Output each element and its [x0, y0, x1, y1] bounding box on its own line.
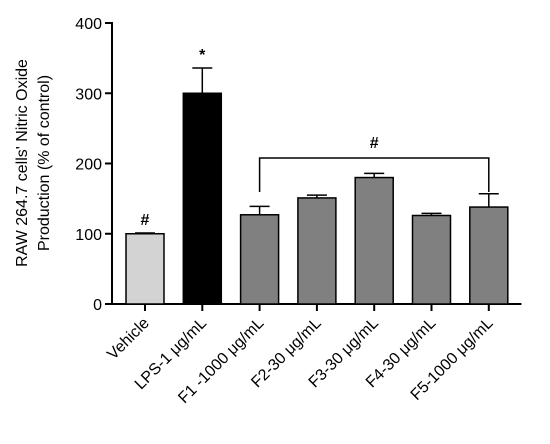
y-axis-title-line: RAW 264.7 cells' Nitric Oxide	[14, 59, 31, 267]
bars	[125, 67, 509, 305]
bar	[182, 92, 223, 305]
y-tick-label: 100	[75, 227, 102, 244]
x-tick-label: Vehicle	[104, 315, 153, 364]
y-tick-label: 200	[75, 157, 102, 174]
significance-bracket	[258, 157, 490, 192]
bar	[354, 176, 394, 305]
axes: 0 100 200 300 400	[75, 16, 522, 314]
bar	[239, 214, 280, 305]
annotations: # * #	[141, 47, 490, 229]
y-tick-label: 300	[75, 86, 102, 103]
significance-marker: *	[199, 47, 206, 64]
bar	[411, 214, 452, 305]
bar	[297, 197, 337, 305]
significance-marker: #	[141, 212, 150, 229]
y-tick-label: 0	[93, 297, 102, 314]
y-tick-label: 400	[75, 16, 102, 33]
bar	[469, 206, 509, 305]
y-axis-title-line: Production (% of control)	[36, 75, 53, 251]
y-axis-title: RAW 264.7 cells' Nitric Oxide Production …	[14, 59, 53, 267]
bracket-marker: #	[370, 135, 379, 152]
bar	[125, 233, 165, 305]
